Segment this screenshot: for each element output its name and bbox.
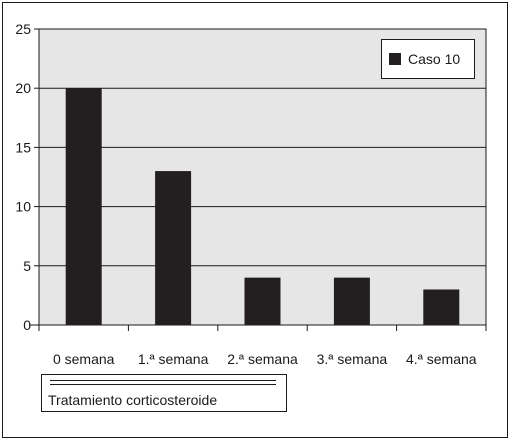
group-rule <box>50 384 276 385</box>
bar <box>155 171 192 325</box>
y-tick-label: 10 <box>15 199 31 215</box>
group-rule <box>50 380 276 381</box>
bar <box>244 277 281 325</box>
legend: Caso 10 <box>381 39 475 79</box>
x-tick-label: 3.ª semana <box>317 351 388 367</box>
x-tick-label: 0 semana <box>53 351 115 367</box>
y-tick-label: 5 <box>23 258 31 274</box>
bar <box>65 88 102 325</box>
x-tick-label: 4.ª semana <box>406 351 477 367</box>
bars <box>65 88 460 325</box>
group-label-box: Tratamiento corticosteroide <box>41 374 287 412</box>
group-label: Tratamiento corticosteroide <box>48 392 218 408</box>
grid-lines <box>39 28 486 267</box>
y-tick-label: 25 <box>15 21 31 37</box>
tick-labels: 0 5 10 15 20 25 0 semana 1.ª semana 2.ª semana 3.… <box>15 21 476 367</box>
x-tick-label: 1.ª semana <box>138 351 209 367</box>
y-tick-label: 15 <box>15 139 31 155</box>
bar <box>333 277 370 325</box>
y-tick-label: 20 <box>15 80 31 96</box>
y-tick-label: 0 <box>23 317 31 333</box>
x-tick-label: 2.ª semana <box>227 351 298 367</box>
legend-swatch <box>389 53 401 65</box>
bar <box>423 289 460 325</box>
legend-label: Caso 10 <box>408 51 461 67</box>
